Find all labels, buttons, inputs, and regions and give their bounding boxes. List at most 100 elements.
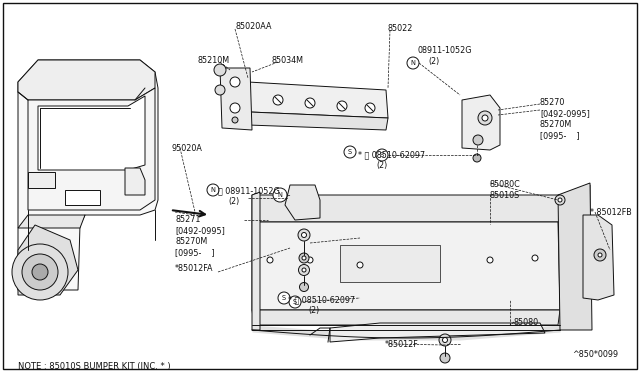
Circle shape <box>357 262 363 268</box>
Circle shape <box>407 57 419 69</box>
Text: ^850*0099: ^850*0099 <box>572 350 618 359</box>
Text: 85022: 85022 <box>388 24 413 33</box>
Text: 85080C: 85080C <box>490 180 521 189</box>
Circle shape <box>442 337 447 343</box>
Circle shape <box>478 111 492 125</box>
Circle shape <box>487 257 493 263</box>
Circle shape <box>301 232 307 237</box>
Circle shape <box>337 101 347 111</box>
Text: S: S <box>348 149 352 155</box>
Polygon shape <box>125 168 145 195</box>
Circle shape <box>598 253 602 257</box>
Circle shape <box>232 117 238 123</box>
Circle shape <box>22 254 58 290</box>
Polygon shape <box>28 88 155 210</box>
Polygon shape <box>248 112 388 130</box>
Circle shape <box>32 264 48 280</box>
Circle shape <box>230 103 240 113</box>
Polygon shape <box>248 82 388 118</box>
Text: (2): (2) <box>376 161 387 170</box>
Text: (2): (2) <box>228 197 239 206</box>
Text: 85034M: 85034M <box>272 56 304 65</box>
Circle shape <box>305 98 315 108</box>
Circle shape <box>482 115 488 121</box>
Text: NOTE : 85010S BUMPER KIT (INC. * ): NOTE : 85010S BUMPER KIT (INC. * ) <box>18 362 171 371</box>
Circle shape <box>558 198 562 202</box>
Circle shape <box>344 146 356 158</box>
Circle shape <box>298 264 310 276</box>
Polygon shape <box>583 215 614 300</box>
Text: 95020A: 95020A <box>172 144 203 153</box>
Circle shape <box>278 292 290 304</box>
Text: 85270: 85270 <box>540 98 565 107</box>
FancyBboxPatch shape <box>3 3 637 369</box>
Polygon shape <box>38 96 145 170</box>
Text: * Ⓢ 08510-62097: * Ⓢ 08510-62097 <box>358 150 425 159</box>
Text: *85012F: *85012F <box>385 340 419 349</box>
Polygon shape <box>18 225 78 295</box>
Text: [0995-    ]: [0995- ] <box>540 131 580 140</box>
Text: N: N <box>211 187 216 193</box>
Circle shape <box>532 255 538 261</box>
Polygon shape <box>252 222 560 310</box>
Text: 85271: 85271 <box>175 215 200 224</box>
Text: N: N <box>278 192 282 198</box>
Polygon shape <box>220 68 252 130</box>
Polygon shape <box>252 310 560 325</box>
Text: (2): (2) <box>308 306 319 315</box>
Text: [0492-0995]: [0492-0995] <box>540 109 590 118</box>
Circle shape <box>473 154 481 162</box>
Text: * 85012FB: * 85012FB <box>590 208 632 217</box>
Circle shape <box>267 257 273 263</box>
Circle shape <box>439 334 451 346</box>
Circle shape <box>555 195 565 205</box>
Circle shape <box>365 103 375 113</box>
Text: 85210M: 85210M <box>198 56 230 65</box>
Polygon shape <box>65 190 100 205</box>
Circle shape <box>207 184 219 196</box>
Circle shape <box>594 249 606 261</box>
Polygon shape <box>330 323 545 342</box>
Polygon shape <box>18 60 158 290</box>
Polygon shape <box>340 245 440 282</box>
Text: S: S <box>380 152 384 158</box>
Text: 08911-1052G: 08911-1052G <box>418 46 472 55</box>
Text: *85012FA: *85012FA <box>175 264 214 273</box>
Circle shape <box>302 268 306 272</box>
Text: 85010S: 85010S <box>490 191 520 200</box>
Text: N: N <box>411 60 415 66</box>
Circle shape <box>12 244 68 300</box>
Text: [0492-0995]: [0492-0995] <box>175 226 225 235</box>
Circle shape <box>473 135 483 145</box>
Text: [0995-    ]: [0995- ] <box>175 248 214 257</box>
Circle shape <box>300 282 308 292</box>
Text: 85080: 85080 <box>514 318 539 327</box>
Polygon shape <box>18 60 155 100</box>
Text: S: S <box>293 299 297 305</box>
Text: 85020AA: 85020AA <box>235 22 271 31</box>
Text: (2): (2) <box>428 57 439 66</box>
Circle shape <box>302 256 306 260</box>
Circle shape <box>273 95 283 105</box>
Circle shape <box>376 149 388 161</box>
Polygon shape <box>252 192 260 330</box>
Circle shape <box>215 85 225 95</box>
Text: 85270M: 85270M <box>175 237 207 246</box>
Text: S: S <box>282 295 286 301</box>
Text: * Ⓢ 08510-62097: * Ⓢ 08510-62097 <box>288 295 355 304</box>
Circle shape <box>440 353 450 363</box>
Circle shape <box>230 77 240 87</box>
Text: 85270M: 85270M <box>540 120 572 129</box>
Circle shape <box>289 296 301 308</box>
Polygon shape <box>558 183 592 330</box>
Polygon shape <box>462 95 500 150</box>
Circle shape <box>298 229 310 241</box>
Circle shape <box>307 257 313 263</box>
Circle shape <box>273 188 287 202</box>
Polygon shape <box>28 172 55 188</box>
Polygon shape <box>252 185 590 222</box>
Polygon shape <box>285 185 320 220</box>
Text: Ⓝ 08911-1052G: Ⓝ 08911-1052G <box>218 186 280 195</box>
Circle shape <box>299 253 309 263</box>
Polygon shape <box>18 215 85 228</box>
